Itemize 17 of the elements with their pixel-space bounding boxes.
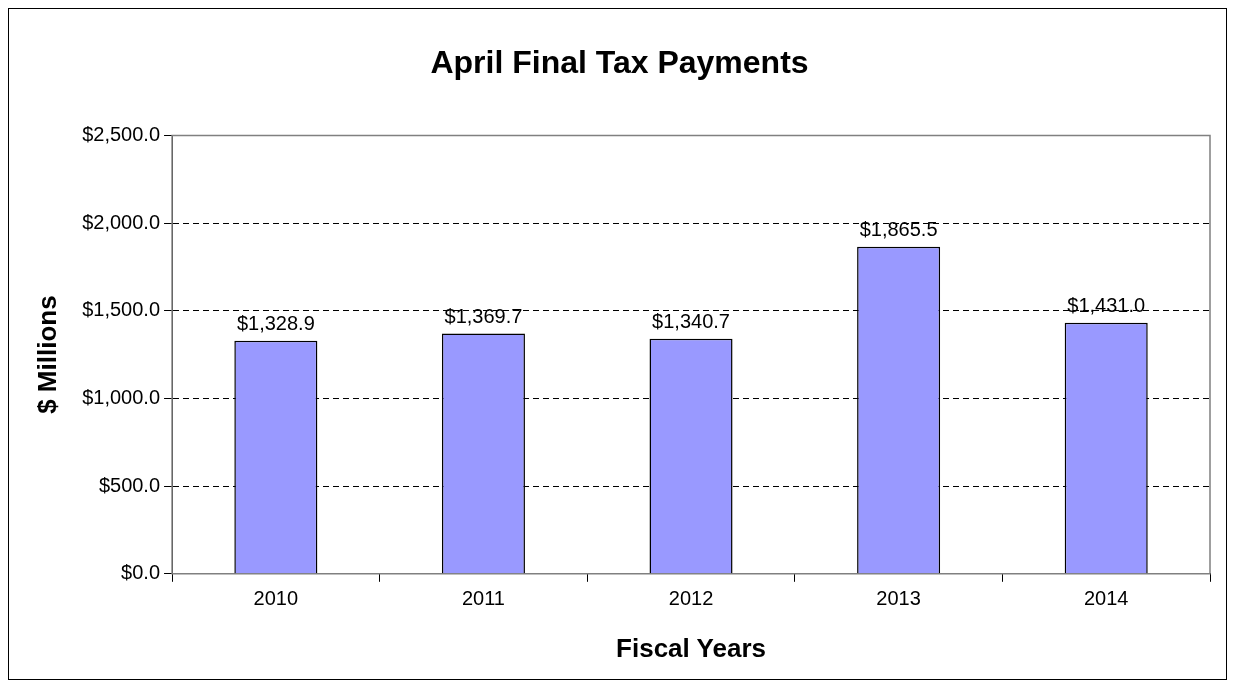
data-label: $1,369.7 bbox=[444, 305, 523, 328]
x-axis-title: Fiscal Years bbox=[616, 632, 766, 663]
data-label: $1,328.9 bbox=[236, 312, 315, 335]
y-tick-label: $2,500.0 bbox=[82, 122, 161, 145]
x-tick-label: 2014 bbox=[1083, 587, 1129, 610]
x-tick-label: 2013 bbox=[876, 587, 921, 610]
data-label: $1,340.7 bbox=[652, 310, 730, 333]
chart-title: April Final Tax Payments bbox=[430, 44, 809, 81]
y-tick-label: $0.0 bbox=[121, 561, 161, 584]
y-axis-title: $ Millions bbox=[31, 295, 62, 414]
y-tick-label: $2,000.0 bbox=[82, 210, 161, 233]
y-tick-label: $500.0 bbox=[98, 473, 161, 496]
x-tick-label: 2011 bbox=[461, 587, 505, 610]
x-tick-label: 2012 bbox=[668, 587, 714, 610]
y-tick-label: $1,500.0 bbox=[82, 298, 161, 321]
x-tick-label: 2010 bbox=[253, 587, 299, 610]
y-tick-label: $1,000.0 bbox=[82, 385, 161, 408]
